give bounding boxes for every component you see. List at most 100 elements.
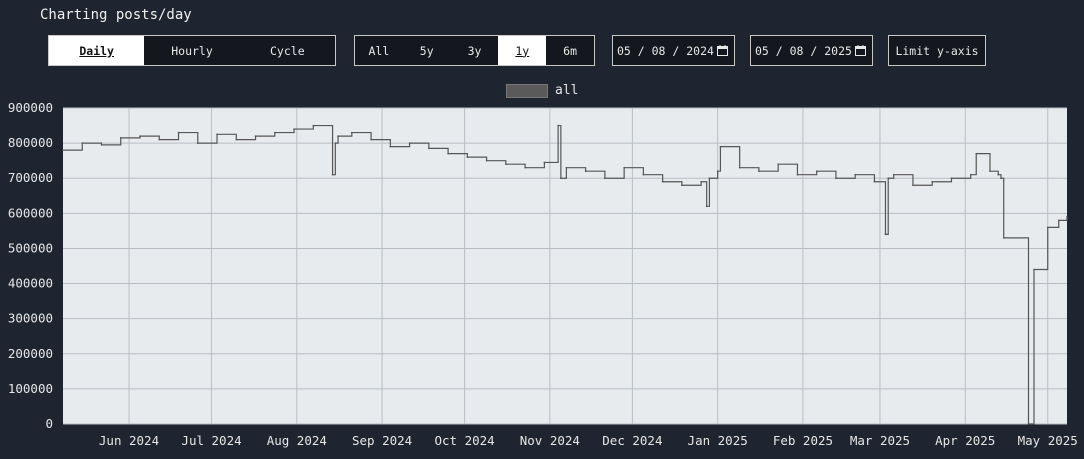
x-tick-label: Aug 2024 [267, 433, 327, 448]
x-tick-label: Jul 2024 [181, 433, 241, 448]
data-point [557, 124, 559, 127]
legend-swatch[interactable] [506, 83, 548, 98]
data-point [505, 163, 507, 165]
data-point [989, 170, 991, 172]
data-point [543, 161, 546, 164]
data-point [337, 135, 339, 137]
x-tick-label: Nov 2024 [520, 433, 580, 448]
data-point [293, 128, 295, 130]
range-toggle: All 5y 3y 1y 6m [354, 35, 595, 66]
plot-area [63, 108, 1067, 424]
cycle-button[interactable]: Cycle [270, 43, 305, 58]
y-tick-label: 200000 [8, 346, 53, 361]
data-point [912, 184, 914, 187]
data-point [854, 173, 856, 176]
data-point [565, 166, 568, 169]
data-point [642, 173, 645, 176]
data-point [158, 138, 161, 141]
data-point [716, 170, 719, 172]
data-point [139, 135, 141, 137]
data-point [524, 166, 526, 169]
x-tick-label: May 2025 [1018, 433, 1078, 448]
data-point [950, 177, 953, 180]
range-5y-button[interactable]: 5y [419, 43, 434, 58]
limit-y-axis-button[interactable]: Limit y-axis [888, 35, 986, 66]
data-point [62, 149, 64, 151]
data-point [389, 145, 392, 148]
data-point [873, 180, 876, 183]
end-date-input[interactable]: 05 / 08 / 2025 [750, 35, 873, 66]
range-3y-button[interactable]: 3y [467, 43, 482, 58]
posts-chart: 0 100000 200000 300000 400000 500000 600000 700… [8, 100, 1078, 448]
data-point [466, 156, 469, 158]
data-point [1066, 216, 1068, 218]
data-point [81, 142, 84, 144]
y-tick-label: 100000 [8, 381, 53, 396]
data-point [196, 142, 199, 144]
interval-toggle: Daily Hourly Cycle [48, 35, 336, 66]
y-tick-label: 700000 [8, 170, 53, 185]
data-point [1033, 268, 1035, 271]
y-tick-label: 400000 [8, 276, 53, 291]
range-1y-button[interactable]: 1y [498, 36, 547, 65]
data-point [274, 131, 276, 134]
data-point [835, 177, 837, 180]
data-point [719, 145, 722, 148]
data-point [485, 159, 488, 162]
data-point [235, 138, 238, 141]
start-date-input[interactable]: 05 / 08 / 2024 [612, 35, 735, 66]
daily-button[interactable]: Daily [49, 36, 145, 65]
data-point [351, 131, 353, 134]
data-point [1002, 237, 1005, 239]
data-point [312, 124, 315, 127]
data-point [1000, 177, 1002, 180]
x-tick-label: Apr 2025 [935, 433, 995, 448]
calendar-icon[interactable] [855, 45, 866, 56]
data-point [1046, 226, 1049, 229]
end-date-value: 05 / 08 / 2025 [755, 43, 852, 58]
data-point [177, 131, 180, 134]
data-point [119, 137, 122, 139]
data-point [796, 173, 799, 176]
x-tick-label: Mar 2025 [850, 433, 910, 448]
data-point [1030, 423, 1033, 425]
x-tick-label: Sep 2024 [352, 433, 412, 448]
x-tick-label: Jun 2024 [99, 433, 159, 448]
data-point [254, 135, 257, 137]
data-point [777, 163, 779, 165]
data-point [661, 180, 664, 183]
start-date-value: 05 / 08 / 2024 [617, 43, 714, 58]
data-point [887, 177, 890, 180]
data-point [997, 173, 1000, 176]
y-tick-label: 300000 [8, 311, 53, 326]
data-point [969, 173, 972, 176]
page-title: Charting posts/day [40, 7, 192, 23]
y-tick-label: 800000 [8, 135, 53, 150]
data-point [408, 142, 411, 144]
legend-label: all [555, 83, 579, 98]
data-point [100, 144, 103, 146]
data-point [681, 184, 683, 187]
data-point [560, 177, 562, 180]
y-tick-label: 0 [45, 416, 53, 431]
data-point [216, 133, 218, 136]
data-point [975, 152, 978, 155]
data-point [738, 166, 741, 169]
series-line-all [63, 124, 1068, 425]
data-point [892, 173, 895, 176]
data-point [1027, 423, 1030, 425]
data-point [334, 142, 337, 144]
data-point [604, 177, 606, 180]
data-point [708, 177, 711, 180]
data-point [884, 233, 887, 236]
chart-legend: all [506, 83, 578, 98]
range-6m-button[interactable]: 6m [563, 43, 578, 58]
calendar-icon[interactable] [717, 45, 728, 56]
data-point [331, 173, 334, 176]
data-point [1057, 219, 1060, 222]
data-point [700, 180, 702, 183]
x-tick-label: Oct 2024 [434, 433, 494, 448]
range-all-button[interactable]: All [368, 43, 390, 58]
x-tick-label: Dec 2024 [602, 433, 662, 448]
hourly-button[interactable]: Hourly [171, 43, 213, 58]
